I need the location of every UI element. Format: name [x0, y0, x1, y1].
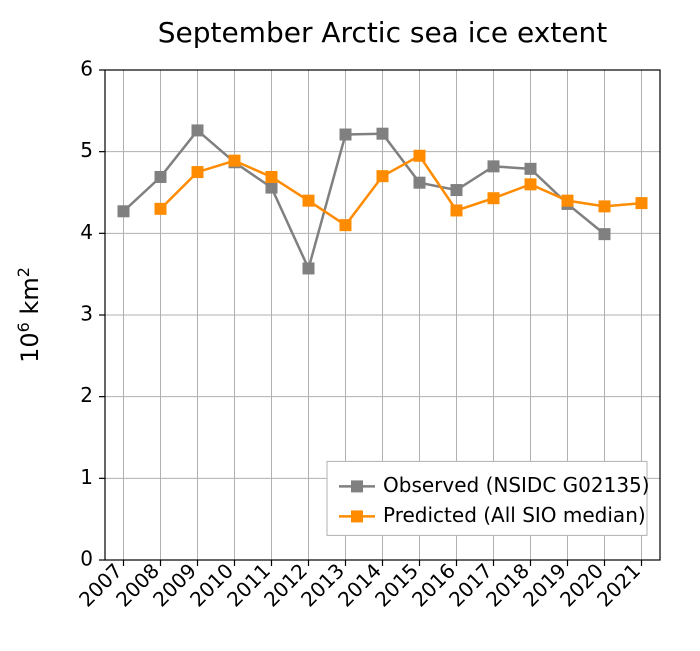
ytick-label: 2 — [80, 383, 93, 407]
series-marker-observed — [488, 160, 500, 172]
series-marker-observed — [377, 128, 389, 140]
series-marker-predicted — [155, 203, 167, 215]
ytick-label: 1 — [80, 465, 93, 489]
ytick-label: 6 — [80, 57, 93, 81]
legend-marker-predicted — [351, 510, 363, 522]
legend-label-observed: Observed (NSIDC G02135) — [383, 473, 650, 497]
series-marker-predicted — [266, 171, 278, 183]
series-marker-observed — [192, 124, 204, 136]
series-marker-observed — [303, 262, 315, 274]
series-marker-predicted — [377, 170, 389, 182]
series-marker-observed — [414, 177, 426, 189]
series-marker-predicted — [340, 219, 352, 231]
series-marker-observed — [118, 205, 130, 217]
chart-svg: 0123456200720082009201020112012201320142… — [0, 0, 700, 651]
series-marker-predicted — [636, 197, 648, 209]
chart-container: 0123456200720082009201020112012201320142… — [0, 0, 700, 651]
series-marker-predicted — [451, 204, 463, 216]
ytick-label: 4 — [80, 220, 93, 244]
legend: Observed (NSIDC G02135) Predicted (All SI… — [327, 461, 650, 535]
ytick-label: 5 — [80, 138, 93, 162]
series-marker-predicted — [562, 195, 574, 207]
series-marker-predicted — [525, 178, 537, 190]
ytick-label: 3 — [80, 302, 93, 326]
series-marker-observed — [155, 171, 167, 183]
series-marker-observed — [599, 228, 611, 240]
series-marker-observed — [340, 129, 352, 141]
series-marker-predicted — [488, 192, 500, 204]
series-marker-observed — [451, 184, 463, 196]
series-marker-predicted — [414, 150, 426, 162]
series-marker-observed — [525, 163, 537, 175]
series-marker-predicted — [192, 166, 204, 178]
legend-marker-observed — [351, 480, 363, 492]
series-marker-predicted — [599, 200, 611, 212]
series-marker-predicted — [303, 195, 315, 207]
legend-label-predicted: Predicted (All SIO median) — [383, 503, 646, 527]
chart-title: September Arctic sea ice extent — [158, 16, 608, 49]
series-marker-observed — [266, 182, 278, 194]
series-marker-predicted — [229, 155, 241, 167]
ytick-label: 0 — [80, 547, 93, 571]
y-axis-label: 106 km2 — [14, 267, 45, 363]
